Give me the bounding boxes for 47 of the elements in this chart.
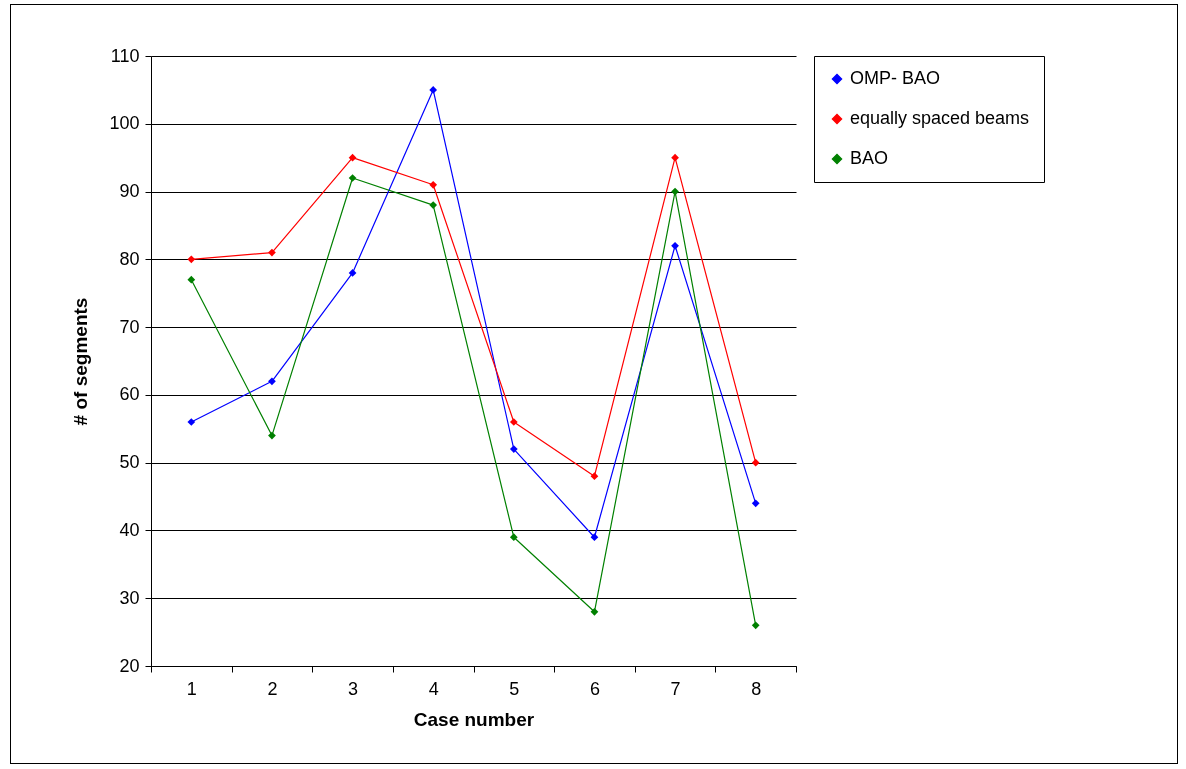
x-tick-label: 5 (509, 678, 520, 699)
point (671, 187, 679, 196)
point (429, 180, 438, 189)
legend-label: equally spaced beams (850, 108, 1030, 128)
point (348, 174, 357, 182)
x-tick-label: 3 (348, 678, 359, 699)
point (509, 445, 518, 453)
x-tick-label: 1 (186, 678, 197, 699)
x-tick-label: 6 (589, 678, 600, 699)
legend-label: BAO (850, 148, 889, 168)
y-tick-label: 50 (119, 452, 140, 473)
y-tick-label: 100 (109, 113, 140, 134)
point (590, 533, 599, 542)
x-tick-label: 7 (670, 678, 681, 699)
point (509, 418, 518, 426)
x-axis-title: Case number (413, 708, 535, 730)
point (590, 607, 599, 616)
y-tick-label: 60 (119, 384, 140, 405)
point (187, 255, 196, 264)
y-tick-label: 30 (119, 587, 140, 608)
point (187, 275, 196, 284)
y-tick-label: 40 (119, 519, 140, 540)
y-tick-label: 20 (119, 655, 140, 676)
x-tick-label: 8 (751, 678, 762, 699)
y-tick-label: 70 (119, 316, 140, 337)
point (268, 431, 276, 440)
y-tick-label: 80 (119, 248, 140, 269)
point (671, 241, 679, 250)
point (751, 499, 760, 508)
y-axis-title: # of segments (70, 297, 92, 426)
point (751, 458, 760, 467)
legend-label: OMP- BAO (850, 68, 941, 88)
point (348, 153, 357, 162)
y-tick-label: 90 (119, 181, 140, 202)
point (429, 201, 438, 209)
x-tick-label: 2 (267, 678, 278, 699)
point (348, 269, 357, 277)
point (429, 86, 438, 94)
point (187, 418, 196, 426)
x-tick-label: 4 (428, 678, 439, 699)
point (268, 377, 276, 386)
point (509, 533, 518, 542)
y-tick-label: 110 (110, 45, 140, 66)
point (590, 472, 599, 481)
point (751, 621, 760, 630)
point (268, 248, 276, 257)
point (671, 153, 679, 162)
